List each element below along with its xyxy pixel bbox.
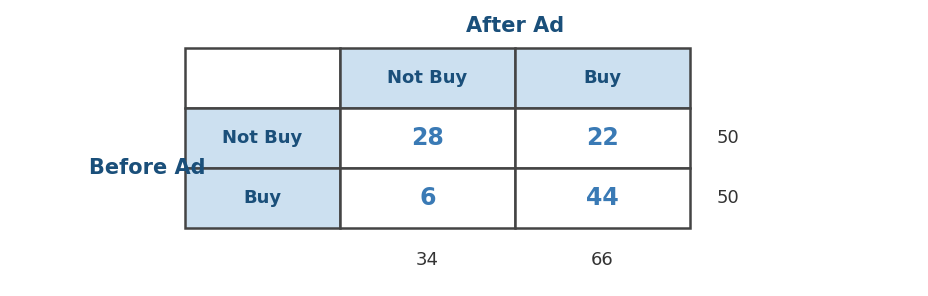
Text: 22: 22: [586, 126, 618, 150]
Text: 50: 50: [715, 189, 739, 207]
Bar: [185, 48, 340, 108]
Text: Not Buy: Not Buy: [387, 69, 467, 87]
Text: 66: 66: [590, 251, 613, 269]
Bar: [514, 168, 690, 228]
Text: 28: 28: [410, 126, 444, 150]
Text: 50: 50: [715, 129, 739, 147]
Bar: [185, 168, 340, 228]
Text: Buy: Buy: [243, 189, 281, 207]
Bar: [340, 48, 514, 108]
Bar: [514, 48, 690, 108]
Text: After Ad: After Ad: [466, 16, 563, 36]
Bar: [340, 168, 514, 228]
Text: Before Ad: Before Ad: [89, 158, 205, 178]
Bar: [185, 108, 340, 168]
Bar: [514, 108, 690, 168]
Text: 44: 44: [586, 186, 618, 210]
Text: 6: 6: [419, 186, 435, 210]
Text: Not Buy: Not Buy: [222, 129, 303, 147]
Bar: [340, 108, 514, 168]
Text: Buy: Buy: [583, 69, 621, 87]
Text: 34: 34: [416, 251, 439, 269]
